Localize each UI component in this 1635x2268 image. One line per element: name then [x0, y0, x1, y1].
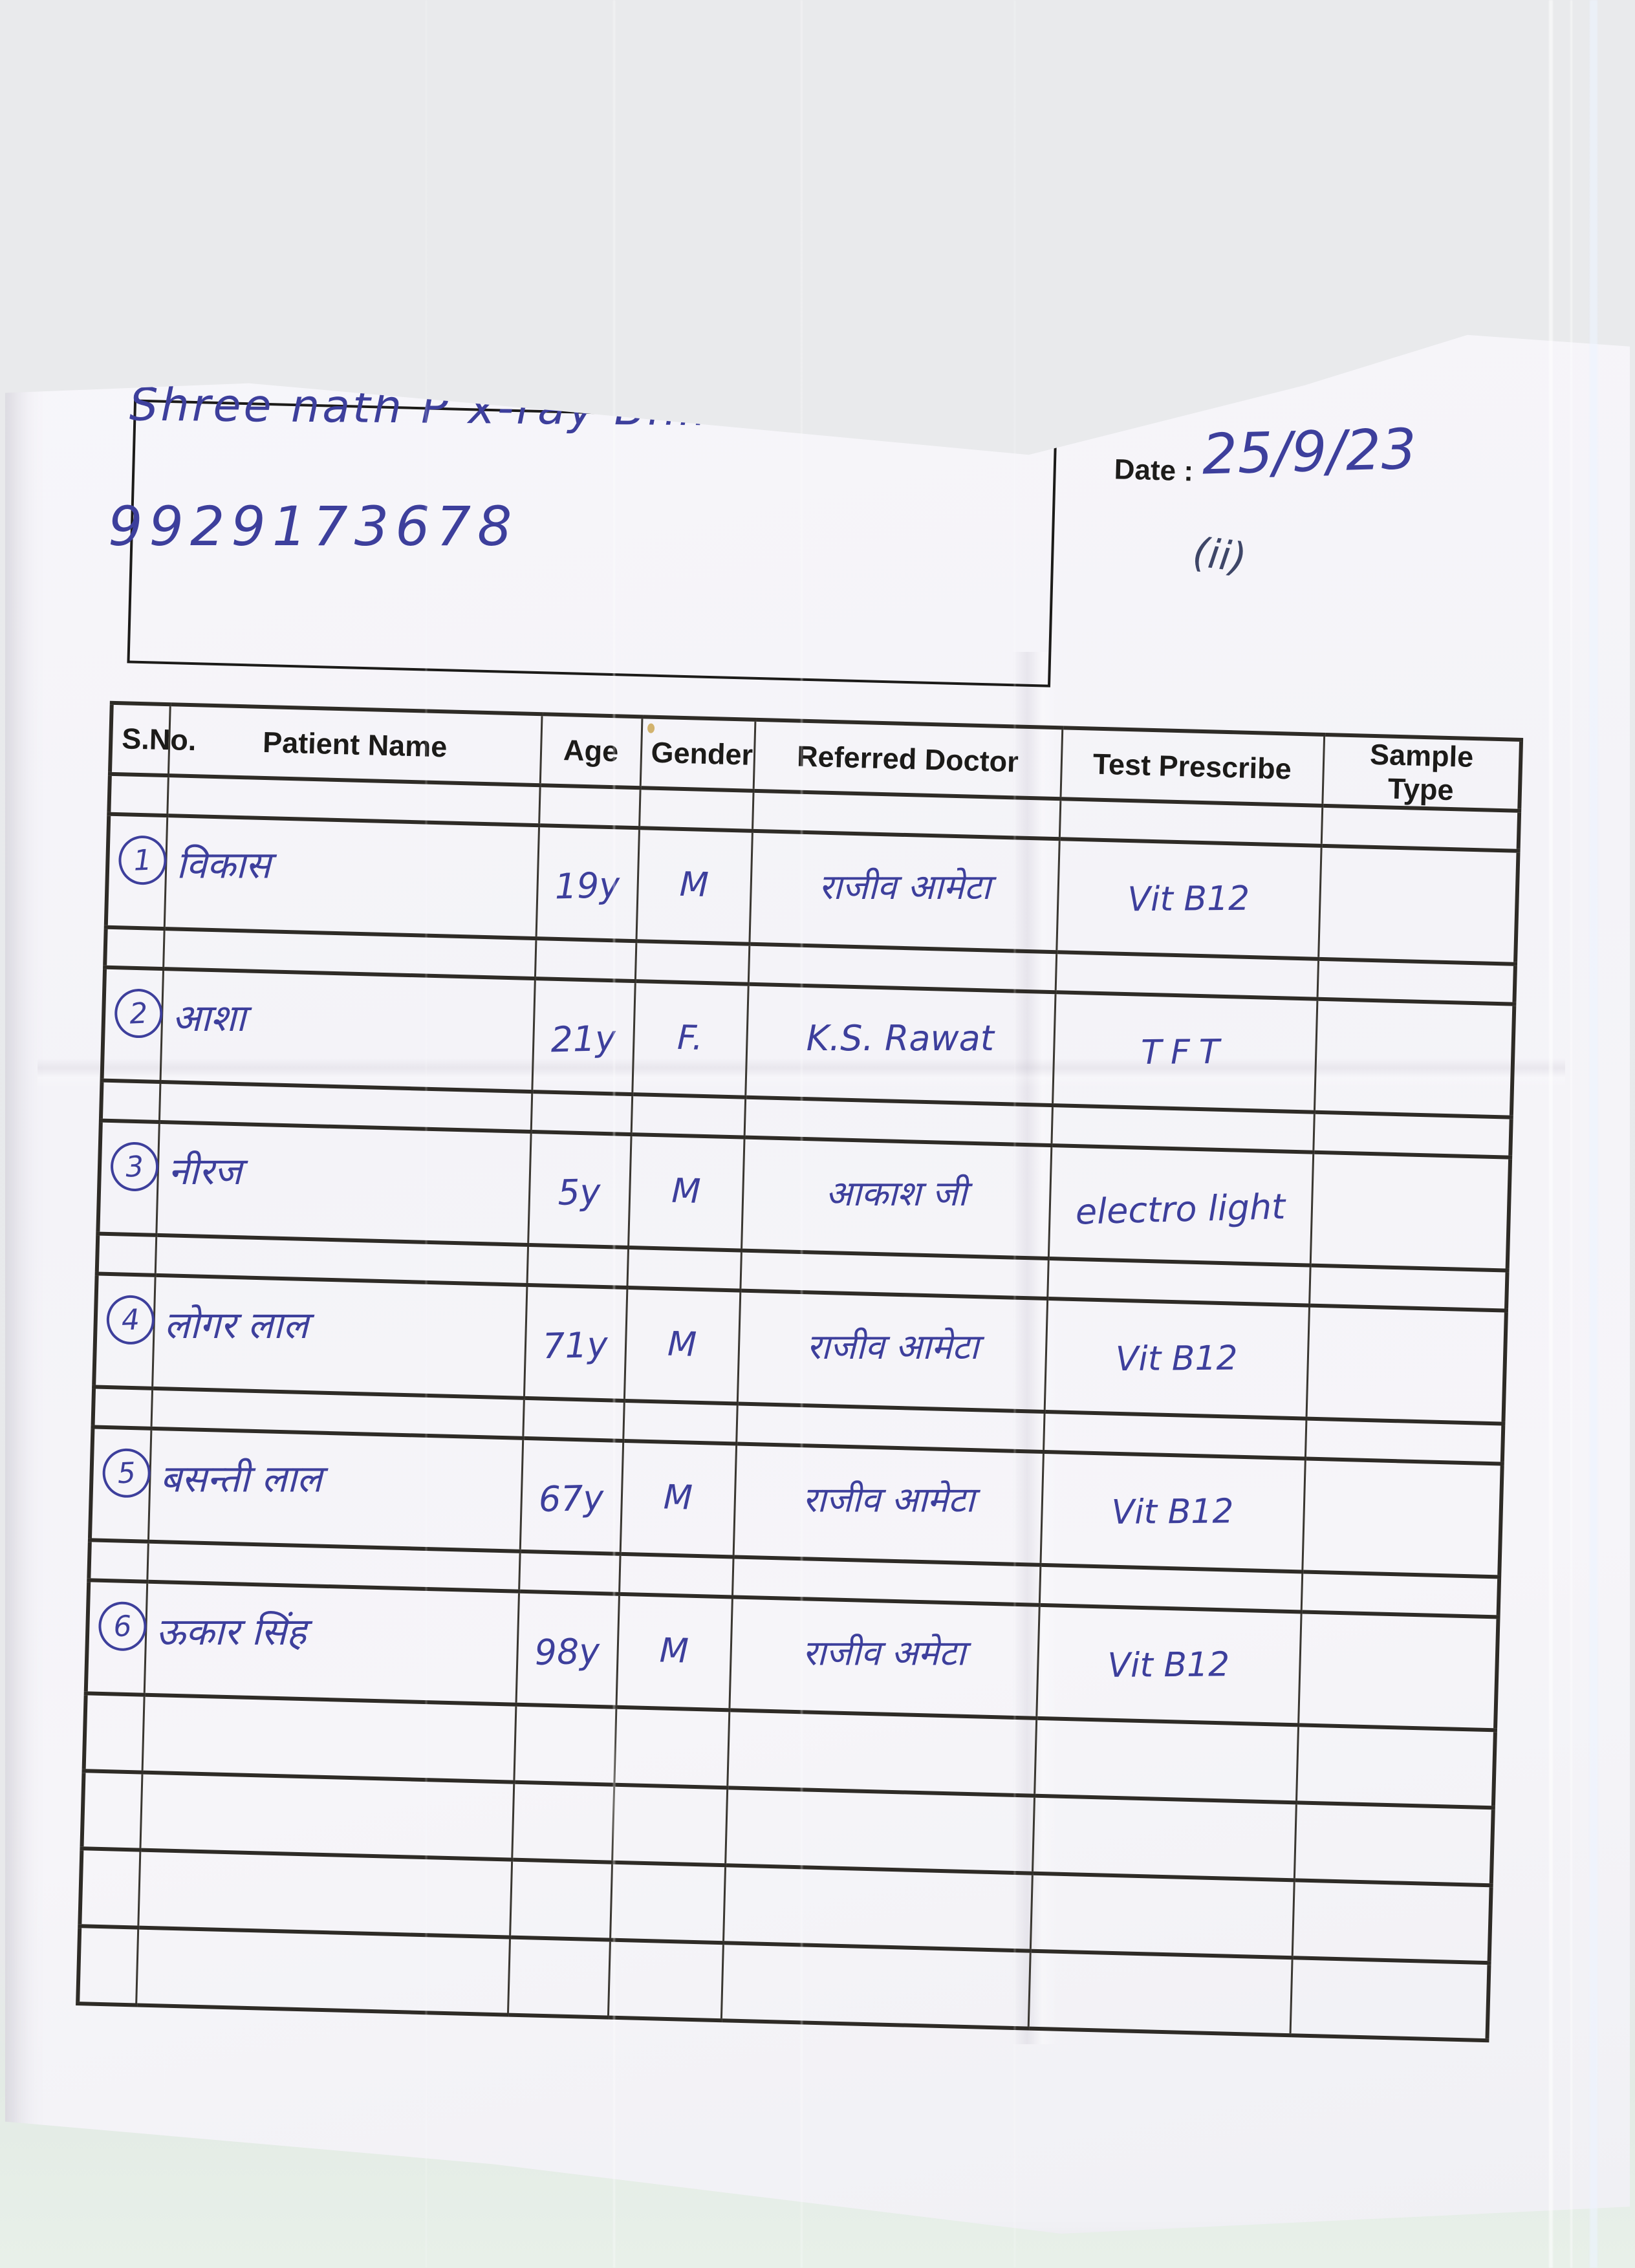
column-header-patient-name: Patient Name	[168, 704, 542, 786]
cell-referred-doctor: K.S. Rawat	[745, 984, 1056, 1106]
row-number-circle: 6	[97, 1600, 148, 1652]
cell-sample-type	[1302, 1458, 1502, 1577]
column-header-sno: S.No.	[109, 702, 197, 776]
cell-sample-type	[1306, 1305, 1506, 1424]
paper-crease	[1012, 652, 1058, 2044]
cell-sno: 2	[102, 967, 164, 1082]
column-header-sample-type: Sample Type	[1322, 734, 1522, 811]
cell-test-prescribe: Vit B12	[1056, 839, 1321, 959]
cell-sample-type	[1314, 999, 1515, 1118]
cell-sample-type	[1298, 1612, 1499, 1731]
row-number-circle: 1	[117, 834, 168, 886]
cell-referred-doctor: राजीव अमेटा	[729, 1597, 1039, 1718]
clinic-phone-handwritten: 9929173678	[108, 494, 519, 558]
cell-patient-name: लोगर लाल	[152, 1275, 527, 1398]
column-header-age: Age	[539, 714, 642, 788]
cell-sample-type	[1310, 1152, 1511, 1271]
column-header-referred-doctor: Referred Doctor	[753, 719, 1063, 799]
clinic-name-handwritten: Shree nath P x-ray Bhinder	[129, 378, 809, 437]
cell-sno: 4	[94, 1273, 156, 1388]
cell-referred-doctor: आकाश जी	[741, 1137, 1052, 1259]
cell-age: 67y	[519, 1438, 623, 1554]
cell-gender: M	[628, 1134, 744, 1251]
paper-crease	[38, 1058, 1565, 1088]
cell-test-prescribe: Vit B12	[1036, 1604, 1301, 1725]
cell-gender: M	[616, 1593, 732, 1711]
cell-sno: 6	[85, 1580, 148, 1695]
cell-age: 19y	[536, 825, 640, 942]
cell-test-prescribe: Vit B12	[1044, 1298, 1310, 1419]
cell-gender: M	[620, 1440, 737, 1557]
row-number-circle: 3	[109, 1140, 160, 1193]
cell-patient-name: नीरज	[156, 1121, 531, 1245]
paper-sheet: Shree nath P x-ray Bhinder 9929173678 Da…	[5, 334, 1630, 2234]
date-value-handwritten: 25/9/23	[1201, 416, 1418, 488]
cell-patient-name: आशा	[160, 969, 535, 1092]
cell-age: 5y	[528, 1131, 631, 1247]
cell-gender: M	[636, 828, 752, 944]
cell-patient-name: ऊकार सिंह	[144, 1581, 519, 1705]
column-header-test-prescribe: Test Prescribe	[1060, 728, 1325, 806]
date-label: Date :	[1114, 453, 1194, 488]
cell-gender: M	[623, 1287, 741, 1404]
cell-test-prescribe: electro light	[1048, 1145, 1314, 1266]
cell-age: 71y	[523, 1284, 627, 1401]
cell-gender: F.	[632, 981, 748, 1097]
row-number-circle: 5	[102, 1447, 152, 1498]
patients-table: S.No. Patient Name Age Gender Referred D…	[76, 700, 1524, 2043]
cell-test-prescribe: Vit B12	[1040, 1451, 1305, 1572]
page-marker-handwritten: (ii)	[1189, 528, 1250, 582]
cell-referred-doctor: राजीव आमेटा	[737, 1290, 1048, 1412]
row-number-circle: 2	[113, 987, 164, 1039]
cell-test-prescribe: TFT	[1052, 992, 1317, 1112]
column-header-gender: Gender	[640, 717, 755, 791]
cell-sno: 1	[105, 814, 168, 929]
cell-sno: 5	[89, 1427, 152, 1542]
cell-age: 21y	[532, 978, 635, 1095]
cell-referred-doctor: राजीव आमेटा	[749, 830, 1059, 953]
cell-patient-name: विकास	[164, 815, 539, 939]
cell-age: 98y	[515, 1591, 620, 1707]
document-content: Shree nath P x-ray Bhinder 9929173678 Da…	[5, 335, 1613, 2234]
cell-sample-type	[1318, 845, 1519, 964]
cell-sno: 3	[98, 1120, 160, 1235]
row-number-circle: 4	[105, 1293, 156, 1345]
cell-patient-name: बसन्ती लाल	[147, 1428, 523, 1551]
cell-referred-doctor: राजीव आमेटा	[733, 1443, 1043, 1565]
